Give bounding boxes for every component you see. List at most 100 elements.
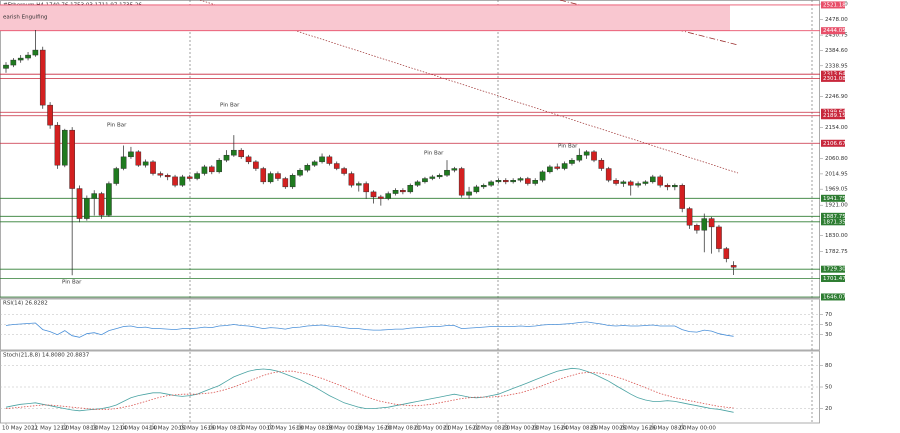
candle-body [407, 185, 414, 193]
y-tick-label: 1830.00 [825, 233, 848, 239]
candle-body [708, 218, 715, 228]
level-tag [821, 139, 845, 147]
candle-body [532, 180, 538, 184]
x-tick-label: 24 May 08:00 [561, 426, 599, 432]
candle-body [260, 168, 267, 183]
candle-body [657, 176, 663, 186]
candle-body [84, 198, 90, 219]
candle-body [370, 191, 377, 198]
annotation: Pin Bar [62, 280, 82, 286]
y-tick-label: 1969.05 [825, 187, 848, 193]
candle-body [392, 190, 399, 194]
candle-body [473, 186, 480, 193]
candle-body [25, 54, 31, 59]
candle-body [186, 176, 193, 179]
candle-body [569, 159, 575, 164]
x-tick-label: 23 May 16:00 [531, 426, 569, 432]
candle-body [686, 208, 693, 226]
x-tick-label: 17 May 16:00 [267, 426, 305, 432]
x-tick-label: 12 May 08:00 [61, 426, 99, 432]
candle-body [701, 218, 708, 231]
candle-body [672, 185, 678, 188]
candle-body [164, 174, 171, 178]
level-tag [821, 293, 845, 301]
level-label: 2313.64 [823, 72, 846, 78]
level-tag [821, 218, 845, 226]
candle-body [194, 173, 200, 179]
candle-body [282, 178, 289, 188]
level-tag [821, 274, 845, 282]
level-label: 2301.08 [823, 76, 846, 82]
candle-body [76, 188, 83, 219]
candle-body [613, 180, 619, 184]
candle-body [319, 156, 325, 163]
annotation: Pin Bar [558, 144, 578, 150]
candle-body [69, 129, 75, 189]
candle-body [642, 181, 649, 184]
candle-body [253, 161, 259, 169]
indicator-line [5, 370, 734, 410]
candle-body [650, 176, 656, 183]
candle-body [422, 178, 428, 183]
candle-body [216, 159, 222, 173]
candle-body [679, 185, 685, 209]
candle-body [297, 169, 303, 176]
x-tick-label: 17 May 00:00 [237, 426, 275, 432]
level-tag [821, 1, 845, 9]
candle-body [605, 168, 612, 181]
candle-body [598, 159, 605, 169]
candle-body [429, 176, 436, 179]
candle-body [451, 168, 458, 171]
candle-body [54, 124, 61, 166]
x-tick-label: 16 May 08:00 [208, 426, 246, 432]
level-tag [821, 112, 845, 120]
level-tag [821, 108, 845, 116]
y-tick-label: 80 [825, 363, 832, 369]
candle-body [10, 59, 17, 66]
level-label: 2106.67 [823, 141, 846, 147]
candle-body [517, 178, 524, 181]
candle-body [378, 196, 384, 199]
x-tick-label: 11 May 12:00 [31, 426, 69, 432]
y-tick-label: 2338.95 [825, 63, 848, 69]
candle-body [400, 190, 406, 193]
annotation: Pin Bar [220, 103, 240, 109]
x-tick-label: 26 May 08:00 [649, 426, 687, 432]
candle-body [98, 193, 105, 216]
y-tick-label: 2246.90 [825, 94, 848, 100]
candle-body [333, 163, 340, 169]
candle-body [208, 166, 215, 173]
candle-body [120, 156, 127, 169]
level-label: 1701.47 [823, 276, 846, 282]
candle-body [47, 104, 53, 126]
annotation: Pin Bar [107, 123, 127, 129]
level-label: 2189.15 [823, 113, 846, 119]
candle-body [583, 151, 590, 156]
candle-body [436, 174, 443, 178]
level-tag [821, 212, 845, 220]
candle-body [466, 191, 472, 196]
level-label: 2444.05 [823, 28, 846, 34]
candle-body [576, 154, 583, 161]
y-tick-label: 30 [825, 332, 832, 338]
y-tick-label: 2430.75 [825, 33, 848, 39]
candle-body [458, 168, 465, 196]
level-label: 1646.07 [823, 294, 846, 300]
price-panel [0, 0, 820, 299]
x-tick-label: 25 May 16:00 [619, 426, 657, 432]
candle-body [444, 169, 450, 176]
rsi-title: RSI(14) 26.8282 [3, 301, 48, 307]
candle-body [510, 180, 516, 183]
x-tick-label: 13 May 12:00 [90, 426, 128, 432]
candle-body [356, 183, 362, 186]
y-tick-label: 2014.95 [825, 171, 848, 177]
level-tag [821, 265, 845, 273]
candle-body [591, 151, 597, 161]
candle-body [267, 173, 274, 183]
candle-body [128, 151, 134, 158]
y-tick-label: 70 [825, 312, 832, 318]
x-tick-label: 25 May 00:00 [590, 426, 628, 432]
level-label: 1941.75 [823, 196, 846, 202]
candle-body [231, 149, 237, 156]
y-tick-label: 1921.00 [825, 203, 848, 209]
